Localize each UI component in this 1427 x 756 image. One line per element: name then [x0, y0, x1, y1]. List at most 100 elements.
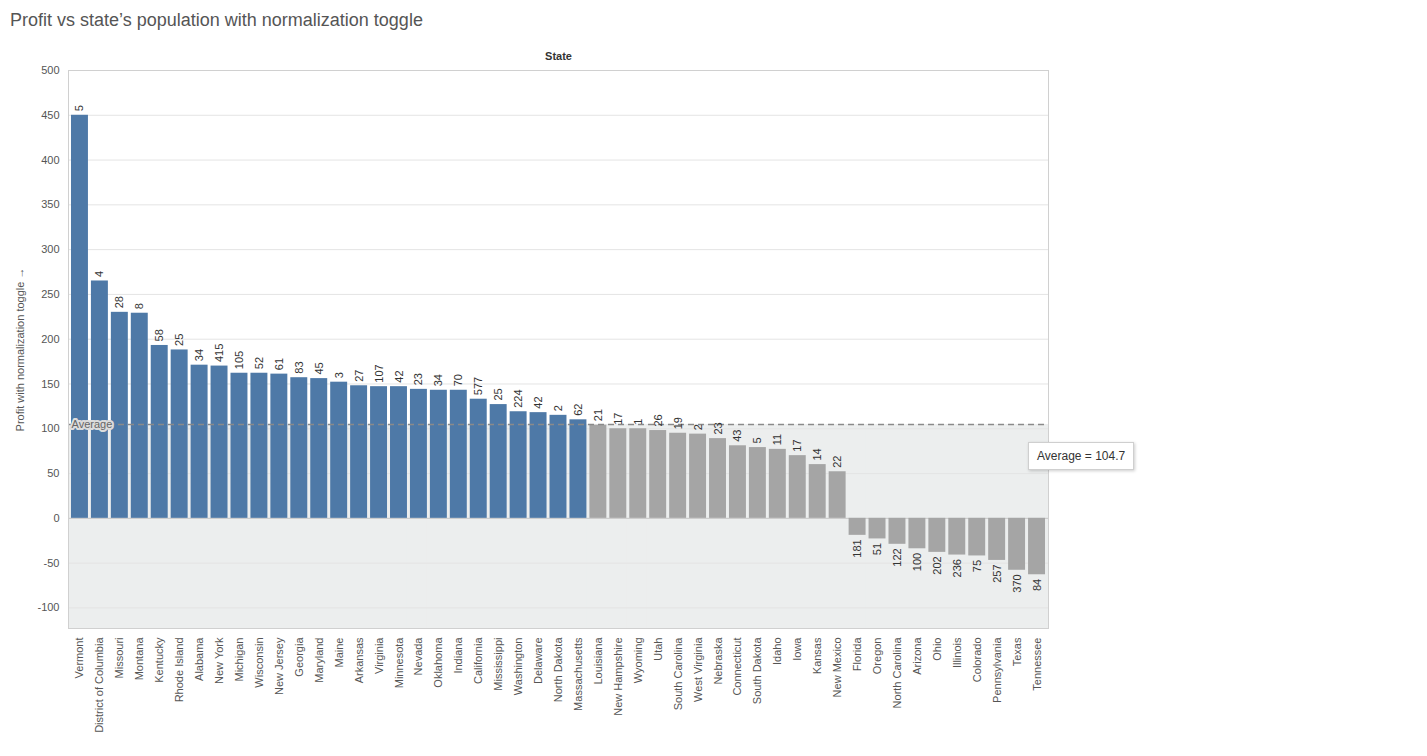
svg-text:Michigan: Michigan [233, 638, 245, 682]
svg-text:58: 58 [153, 329, 165, 341]
svg-text:500: 500 [41, 64, 59, 76]
svg-text:0: 0 [53, 512, 59, 524]
svg-text:Louisiana: Louisiana [592, 637, 604, 685]
svg-text:8: 8 [133, 303, 145, 309]
svg-text:17: 17 [791, 439, 803, 451]
svg-text:51: 51 [871, 543, 883, 555]
svg-text:370: 370 [1011, 574, 1023, 592]
svg-text:Rhode Island: Rhode Island [173, 638, 185, 703]
svg-text:-50: -50 [44, 557, 60, 569]
svg-text:Maine: Maine [333, 638, 345, 668]
svg-text:107: 107 [373, 364, 385, 382]
svg-text:14: 14 [811, 448, 823, 460]
svg-text:45: 45 [313, 362, 325, 374]
svg-text:Ohio: Ohio [931, 638, 943, 661]
svg-text:19: 19 [672, 417, 684, 429]
svg-text:83: 83 [293, 361, 305, 373]
svg-text:224: 224 [512, 389, 524, 407]
svg-text:250: 250 [41, 288, 59, 300]
svg-text:Nevada: Nevada [412, 637, 424, 676]
svg-text:105: 105 [233, 351, 245, 369]
svg-text:Delaware: Delaware [532, 638, 544, 684]
svg-text:Florida: Florida [851, 637, 863, 672]
svg-text:Virginia: Virginia [373, 637, 385, 674]
svg-text:2: 2 [692, 424, 704, 430]
svg-text:84: 84 [1031, 579, 1043, 591]
svg-text:1: 1 [632, 419, 644, 425]
svg-text:577: 577 [472, 377, 484, 395]
svg-text:Vermont: Vermont [73, 638, 85, 679]
svg-text:400: 400 [41, 154, 59, 166]
svg-text:Massachusetts: Massachusetts [572, 637, 584, 711]
svg-text:Utah: Utah [652, 638, 664, 661]
svg-text:75: 75 [971, 560, 983, 572]
svg-text:North Carolina: North Carolina [891, 637, 903, 709]
svg-text:Oregon: Oregon [871, 638, 883, 675]
svg-text:Iowa: Iowa [791, 637, 803, 661]
svg-text:Mississippi: Mississippi [492, 638, 504, 691]
svg-text:New York: New York [213, 637, 225, 684]
svg-text:150: 150 [41, 378, 59, 390]
svg-text:22: 22 [831, 456, 843, 468]
svg-text:23: 23 [712, 422, 724, 434]
svg-text:50: 50 [47, 467, 59, 479]
svg-text:5: 5 [73, 105, 85, 111]
svg-text:61: 61 [273, 358, 285, 370]
svg-text:70: 70 [452, 374, 464, 386]
svg-text:200: 200 [41, 333, 59, 345]
svg-text:Arizona: Arizona [911, 637, 923, 675]
svg-text:450: 450 [41, 109, 59, 121]
svg-text:California: California [472, 637, 484, 684]
svg-text:Washington: Washington [512, 638, 524, 696]
svg-text:100: 100 [911, 553, 923, 571]
svg-text:Minnesota: Minnesota [393, 637, 405, 689]
svg-text:Texas: Texas [1011, 637, 1023, 666]
svg-text:Kentucky: Kentucky [153, 637, 165, 683]
svg-text:Kansas: Kansas [811, 637, 823, 674]
svg-text:Pennsylvania: Pennsylvania [991, 637, 1003, 703]
svg-text:350: 350 [41, 198, 59, 210]
svg-text:-100: -100 [37, 601, 59, 613]
svg-text:26: 26 [652, 414, 664, 426]
svg-text:Average: Average [72, 418, 113, 430]
svg-text:5: 5 [751, 437, 763, 443]
svg-text:Georgia: Georgia [293, 637, 305, 677]
svg-text:415: 415 [213, 344, 225, 362]
svg-text:257: 257 [991, 564, 1003, 582]
svg-text:43: 43 [731, 430, 743, 442]
svg-text:Missouri: Missouri [113, 638, 125, 679]
svg-text:23: 23 [412, 373, 424, 385]
svg-text:District of Columbia: District of Columbia [93, 637, 105, 733]
svg-text:34: 34 [432, 374, 444, 386]
svg-text:Montana: Montana [133, 637, 145, 681]
svg-text:Wyoming: Wyoming [632, 638, 644, 684]
svg-text:300: 300 [41, 243, 59, 255]
svg-text:25: 25 [492, 388, 504, 400]
svg-text:202: 202 [931, 556, 943, 574]
svg-text:42: 42 [532, 396, 544, 408]
svg-text:Idaho: Idaho [771, 638, 783, 666]
svg-text:4: 4 [93, 271, 105, 277]
svg-text:Tennessee: Tennessee [1031, 638, 1043, 691]
svg-text:West Virginia: West Virginia [692, 637, 704, 702]
svg-text:New Jersey: New Jersey [273, 637, 285, 695]
svg-text:Oklahoma: Oklahoma [432, 637, 444, 688]
svg-text:Arkansas: Arkansas [353, 637, 365, 683]
svg-text:62: 62 [572, 404, 584, 416]
svg-text:Illinois: Illinois [951, 637, 963, 668]
svg-text:52: 52 [253, 357, 265, 369]
svg-text:Wisconsin: Wisconsin [253, 638, 265, 688]
svg-text:236: 236 [951, 559, 963, 577]
svg-text:New Hampshire: New Hampshire [612, 638, 624, 716]
svg-text:181: 181 [851, 539, 863, 557]
svg-text:Profit with normalization togg: Profit with normalization toggle → [14, 268, 26, 432]
svg-text:State: State [545, 50, 572, 62]
svg-text:Maryland: Maryland [313, 638, 325, 683]
svg-text:Indiana: Indiana [452, 637, 464, 674]
svg-text:North Dakota: North Dakota [552, 637, 564, 703]
svg-text:17: 17 [612, 413, 624, 425]
svg-text:34: 34 [193, 349, 205, 361]
svg-text:122: 122 [891, 548, 903, 566]
svg-text:42: 42 [393, 370, 405, 382]
svg-text:New Mexico: New Mexico [831, 638, 843, 698]
